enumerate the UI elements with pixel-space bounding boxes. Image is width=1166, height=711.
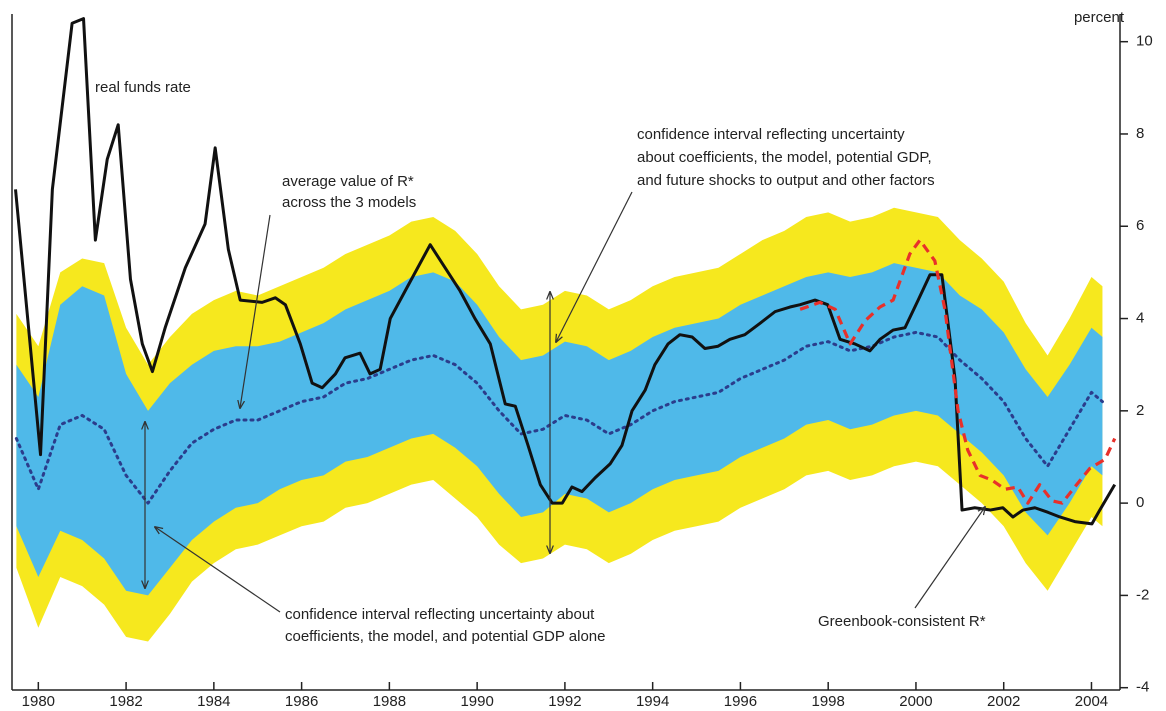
annotation: average value of R*: [282, 173, 414, 190]
x-tick-label: 1996: [724, 693, 757, 710]
x-tick-label: 2000: [899, 693, 932, 710]
annotation: confidence interval reflecting uncertain…: [637, 126, 905, 143]
y-axis-title: percent: [1074, 9, 1125, 26]
x-tick-label: 1992: [548, 693, 581, 710]
y-tick-label: 0: [1136, 494, 1144, 511]
y-tick-label: -4: [1136, 679, 1149, 696]
x-tick-label: 1998: [812, 693, 845, 710]
annotation-arrow: [240, 214, 271, 408]
annotation-arrow: [914, 507, 985, 609]
plot-area: [14, 17, 1117, 642]
x-tick-label: 1984: [197, 693, 230, 710]
annotation: and future shocks to output and other fa…: [637, 172, 935, 189]
series-line: [799, 238, 1117, 505]
x-tick-label: 2004: [1075, 693, 1108, 710]
x-tick-label: 1982: [109, 693, 142, 710]
x-tick-label: 2002: [987, 693, 1020, 710]
annotation: across the 3 models: [282, 194, 416, 211]
annotation: about coefficients, the model, potential…: [637, 149, 932, 166]
y-tick-label: 2: [1136, 402, 1144, 419]
y-tick-label: 4: [1136, 310, 1144, 327]
annotation: real funds rate: [95, 79, 191, 96]
annotation: confidence interval reflecting uncertain…: [285, 606, 595, 623]
x-tick-label: 1994: [636, 693, 669, 710]
annotation-arrow: [155, 527, 281, 613]
confidence-band: [16, 263, 1103, 596]
x-tick-label: 1980: [22, 693, 55, 710]
x-tick-label: 1988: [373, 693, 406, 710]
annotation: Greenbook-consistent R*: [818, 613, 986, 630]
y-tick-label: -2: [1136, 586, 1149, 603]
series-line: [14, 17, 1117, 526]
annotation: coefficients, the model, and potential G…: [285, 628, 606, 645]
x-tick-label: 1986: [285, 693, 318, 710]
y-tick-label: 8: [1136, 125, 1144, 142]
y-tick-label: 10: [1136, 33, 1153, 50]
y-tick-label: 6: [1136, 217, 1144, 234]
x-tick-label: 1990: [460, 693, 493, 710]
series-line: [14, 330, 1104, 505]
annotation-arrow: [556, 191, 633, 342]
